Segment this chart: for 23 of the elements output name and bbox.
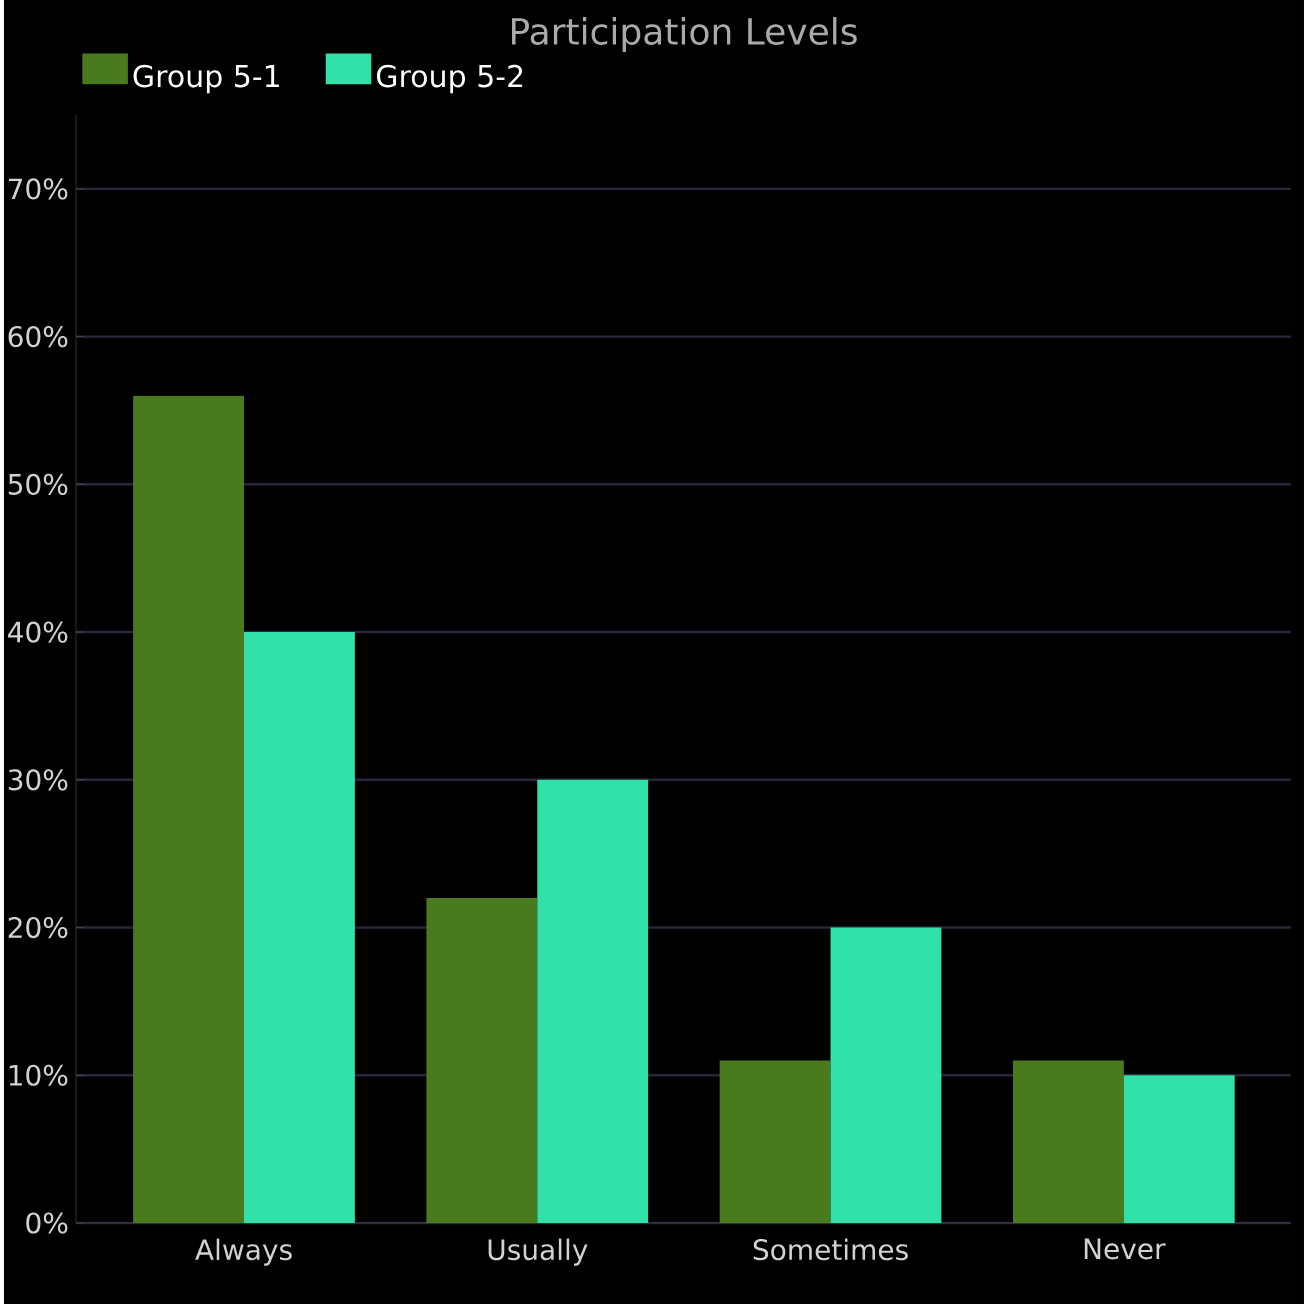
legend-label: Group 5-2: [376, 64, 523, 94]
bar: [719, 1060, 831, 1223]
y-tick-label: 70%: [8, 178, 68, 200]
y-tick-label: 0%: [26, 1212, 68, 1234]
y-tick-label: 10%: [9, 1064, 68, 1086]
bar: [426, 897, 538, 1223]
y-tick-label: 20%: [8, 916, 68, 939]
legend-label: Group 5-1: [133, 64, 279, 94]
x-tick-label: Never: [1084, 1238, 1166, 1260]
bar: [537, 779, 649, 1223]
bar: [244, 632, 355, 1223]
y-tick-label: 60%: [8, 325, 68, 348]
x-tick-label: Always: [195, 1238, 292, 1266]
x-tick-label: Usually: [488, 1238, 588, 1266]
x-tick-label: Sometimes: [753, 1238, 908, 1261]
bar: [1012, 1060, 1124, 1223]
bar: [133, 395, 245, 1223]
chart-title: Participation Levels: [512, 17, 857, 52]
y-tick-label: 40%: [8, 621, 68, 643]
y-tick-label: 30%: [8, 769, 68, 791]
bar: [1123, 1075, 1235, 1223]
bar: [830, 927, 942, 1223]
y-tick-label: 50%: [8, 473, 68, 495]
